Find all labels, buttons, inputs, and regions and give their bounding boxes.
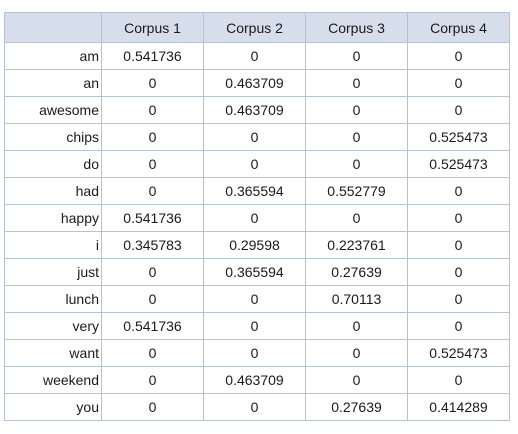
table-cell: 0 (203, 312, 306, 340)
table-cell: 0 (407, 204, 510, 232)
table-row: awesome 0 0.463709 0 0 (4, 96, 510, 124)
table-cell: 0 (305, 96, 408, 124)
table-cell: 0 (407, 96, 510, 124)
tfidf-table-container: Corpus 1 Corpus 2 Corpus 3 Corpus 4 am 0… (4, 12, 510, 421)
table-cell: 0 (407, 366, 510, 394)
table-row: weekend 0 0.463709 0 0 (4, 366, 510, 394)
table-cell: 0 (407, 258, 510, 286)
table-cell: 0 (305, 366, 408, 394)
table-row: you 0 0 0.27639 0.414289 (4, 393, 510, 421)
table-cell: 0 (101, 285, 204, 313)
table-cell: 0 (305, 339, 408, 367)
row-label: am (4, 42, 102, 70)
table-cell: 0 (203, 285, 306, 313)
table-cell: 0 (101, 96, 204, 124)
table-cell: 0 (101, 177, 204, 205)
table-cell: 0.541736 (101, 312, 204, 340)
table-cell: 0 (305, 123, 408, 151)
table-row: happy 0.541736 0 0 0 (4, 204, 510, 232)
table-cell: 0 (203, 393, 306, 421)
row-label: just (4, 258, 102, 286)
table-cell: 0 (407, 231, 510, 259)
table-cell: 0 (305, 204, 408, 232)
table-row: i 0.345783 0.29598 0.223761 0 (4, 231, 510, 259)
table-cell: 0.345783 (101, 231, 204, 259)
table-cell: 0 (203, 150, 306, 178)
table-cell: 0 (203, 123, 306, 151)
table-cell: 0.29598 (203, 231, 306, 259)
table-cell: 0 (407, 177, 510, 205)
table-cell: 0 (407, 69, 510, 97)
column-header: Corpus 4 (407, 12, 510, 43)
table-cell: 0.414289 (407, 393, 510, 421)
row-label: lunch (4, 285, 102, 313)
row-label: happy (4, 204, 102, 232)
table-cell: 0.70113 (305, 285, 408, 313)
table-cell: 0.525473 (407, 123, 510, 151)
table-cell: 0 (407, 285, 510, 313)
table-row: had 0 0.365594 0.552779 0 (4, 177, 510, 205)
table-cell: 0 (305, 150, 408, 178)
header-row: Corpus 1 Corpus 2 Corpus 3 Corpus 4 (4, 12, 510, 43)
column-header: Corpus 1 (101, 12, 204, 43)
row-label: want (4, 339, 102, 367)
table-cell: 0 (407, 312, 510, 340)
table-cell: 0.463709 (203, 69, 306, 97)
table-cell: 0 (203, 339, 306, 367)
table-cell: 0.365594 (203, 258, 306, 286)
row-label: do (4, 150, 102, 178)
table-row: just 0 0.365594 0.27639 0 (4, 258, 510, 286)
table-row: do 0 0 0 0.525473 (4, 150, 510, 178)
table-row: want 0 0 0 0.525473 (4, 339, 510, 367)
table-cell: 0 (305, 312, 408, 340)
row-label: i (4, 231, 102, 259)
table-cell: 0 (101, 69, 204, 97)
table-row: very 0.541736 0 0 0 (4, 312, 510, 340)
table-cell: 0.525473 (407, 150, 510, 178)
table-cell: 0.541736 (101, 42, 204, 70)
table-cell: 0 (305, 42, 408, 70)
table-cell: 0 (305, 69, 408, 97)
row-label: awesome (4, 96, 102, 124)
row-label: an (4, 69, 102, 97)
row-label: had (4, 177, 102, 205)
table-cell: 0 (101, 123, 204, 151)
table-cell: 0 (101, 393, 204, 421)
column-header: Corpus 3 (305, 12, 408, 43)
row-label: you (4, 393, 102, 421)
row-label: weekend (4, 366, 102, 394)
table-cell: 0 (203, 42, 306, 70)
table-cell: 0.525473 (407, 339, 510, 367)
table-cell: 0 (101, 150, 204, 178)
table-cell: 0.223761 (305, 231, 408, 259)
table-cell: 0.463709 (203, 96, 306, 124)
table-cell: 0.365594 (203, 177, 306, 205)
table-row: chips 0 0 0 0.525473 (4, 123, 510, 151)
column-header: Corpus 2 (203, 12, 306, 43)
table-row: an 0 0.463709 0 0 (4, 69, 510, 97)
table-cell: 0 (203, 204, 306, 232)
row-label: very (4, 312, 102, 340)
table-cell: 0 (101, 339, 204, 367)
table-cell: 0.27639 (305, 258, 408, 286)
table-cell: 0 (407, 42, 510, 70)
corner-cell (4, 12, 102, 43)
row-label: chips (4, 123, 102, 151)
table-cell: 0 (101, 258, 204, 286)
table-row: am 0.541736 0 0 0 (4, 42, 510, 70)
table-cell: 0.27639 (305, 393, 408, 421)
table-cell: 0.463709 (203, 366, 306, 394)
tfidf-table: Corpus 1 Corpus 2 Corpus 3 Corpus 4 am 0… (4, 12, 510, 421)
table-row: lunch 0 0 0.70113 0 (4, 285, 510, 313)
table-cell: 0 (101, 366, 204, 394)
table-cell: 0.541736 (101, 204, 204, 232)
table-cell: 0.552779 (305, 177, 408, 205)
